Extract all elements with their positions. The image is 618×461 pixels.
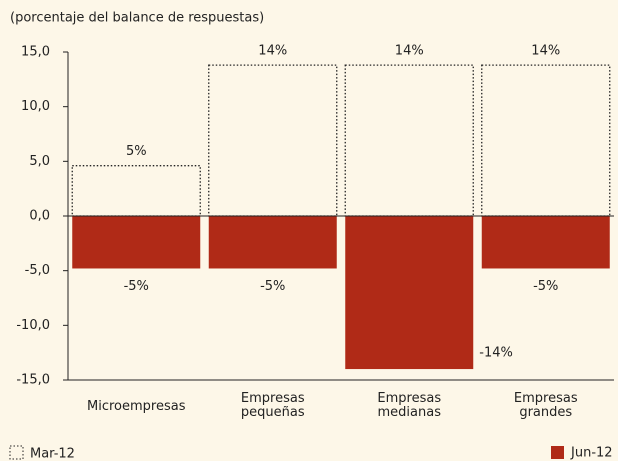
x-tick-label: Empresas grandes (513, 391, 578, 420)
bar (481, 64, 611, 217)
bar (71, 165, 201, 217)
bar (208, 64, 338, 217)
y-tick-label: -15,0 (16, 373, 50, 388)
y-tick-label: 0,0 (29, 209, 50, 224)
y-tick-label: 15,0 (21, 45, 50, 60)
value-label: 14% (258, 44, 287, 59)
legend-swatch (551, 446, 564, 459)
bar (72, 216, 201, 269)
y-tick-label: 5,0 (29, 154, 50, 169)
value-label: -5% (124, 279, 149, 294)
y-tick-label: -10,0 (16, 318, 50, 333)
legend-label: Mar-12 (30, 447, 75, 461)
bar (344, 64, 474, 217)
legend-swatch (9, 445, 24, 460)
value-label: -5% (533, 279, 558, 294)
value-label: -5% (260, 279, 285, 294)
bar (345, 216, 474, 370)
value-label: 14% (395, 44, 424, 59)
x-tick-label: Empresas pequeñas (240, 391, 305, 420)
x-tick-label: Empresas medianas (377, 391, 442, 420)
value-label: 5% (126, 144, 147, 159)
legend-label: Jun-12 (570, 446, 613, 461)
bar (208, 216, 337, 269)
y-tick-label: -5,0 (25, 263, 50, 278)
y-tick-label: 10,0 (21, 99, 50, 114)
value-label: -14% (479, 346, 513, 361)
chart-subtitle: (porcentaje del balance de respuestas) (10, 11, 264, 26)
value-label: 14% (531, 44, 560, 59)
x-tick-label: Microempresas (87, 399, 186, 414)
bar (481, 216, 610, 269)
